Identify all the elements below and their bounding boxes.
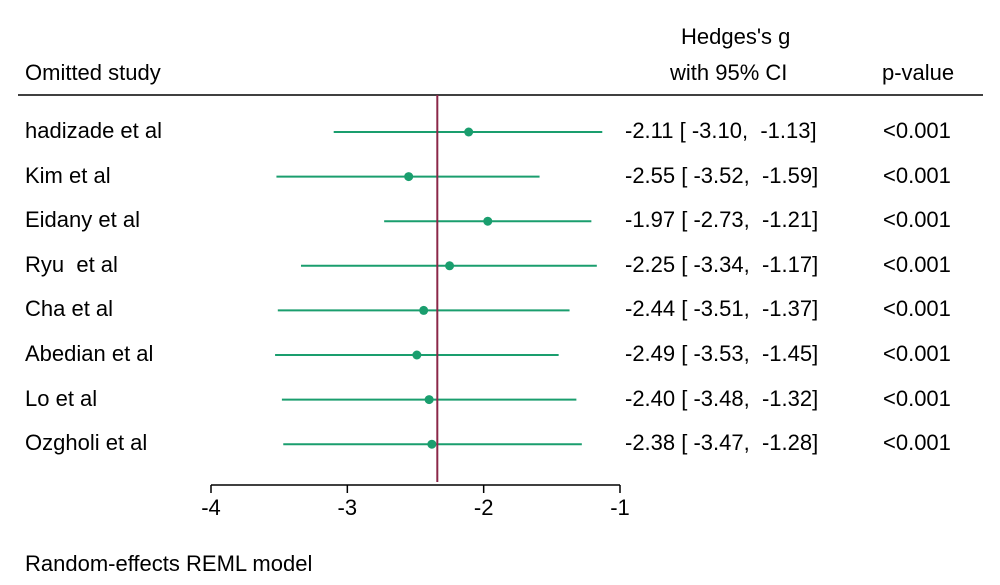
x-axis: -4 -3 -2 -1	[201, 484, 630, 520]
column-header-pvalue: p-value	[882, 60, 955, 85]
point-estimate	[412, 350, 422, 360]
study-label: Eidany et al	[25, 207, 140, 233]
p-value-label: <0.001	[883, 341, 951, 366]
study-label: Cha et al	[25, 296, 114, 322]
effect-ci-label: -2.55 [ -3.52, -1.59]	[625, 162, 819, 188]
p-value-label: <0.001	[883, 251, 951, 277]
column-header-effect-line1: Hedges's g	[681, 24, 791, 49]
study-label: Kim et al	[25, 162, 111, 188]
model-note: Random-effects REML model	[25, 551, 313, 576]
p-value-label: <0.001	[883, 385, 951, 411]
point-estimate	[419, 305, 429, 315]
study-label: Abedian et al	[25, 341, 154, 366]
point-estimate	[424, 395, 434, 405]
p-value-label: <0.001	[883, 118, 951, 143]
study-label: hadizade et al	[25, 118, 162, 143]
point-estimate	[427, 439, 437, 449]
p-value-label: <0.001	[883, 430, 951, 456]
x-axis-tick-label: -1	[610, 495, 630, 520]
effect-ci-label: -2.44 [ -3.51, -1.37]	[625, 296, 819, 322]
effect-ci-label: -2.25 [ -3.34, -1.17]	[625, 251, 819, 277]
column-header-effect-line2: with 95% CI	[670, 60, 788, 85]
point-estimate	[404, 172, 414, 182]
x-axis-tick-label: -3	[338, 495, 358, 520]
effect-ci-label: -2.11 [ -3.10, -1.13]	[625, 118, 817, 143]
forest-rows	[275, 127, 603, 449]
point-estimate	[464, 127, 474, 137]
x-axis-tick-label: -2	[474, 495, 494, 520]
point-estimate	[483, 216, 493, 226]
effect-ci-label: -2.40 [ -3.48, -1.32]	[625, 385, 819, 411]
column-header-study: Omitted study	[25, 60, 161, 85]
p-value-label: <0.001	[883, 296, 951, 322]
study-label: Lo et al	[25, 385, 98, 411]
p-value-label: <0.001	[883, 207, 951, 233]
study-label: Ozgholi et al	[25, 430, 148, 456]
x-axis-tick-label: -4	[201, 495, 221, 520]
effect-ci-label: -2.38 [ -3.47, -1.28]	[625, 430, 819, 456]
effect-ci-label: -2.49 [ -3.53, -1.45]	[625, 341, 819, 366]
study-label: Ryu et al	[25, 251, 118, 277]
point-estimate	[445, 261, 455, 271]
effect-ci-label: -1.97 [ -2.73, -1.21]	[625, 207, 819, 233]
p-value-label: <0.001	[883, 162, 951, 188]
